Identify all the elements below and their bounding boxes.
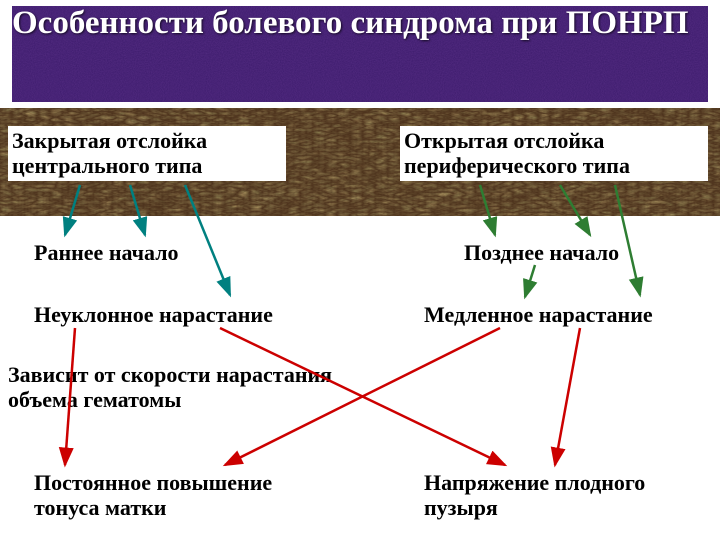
node-label: Позднее начало	[464, 240, 664, 265]
node-label: Открытая отслойка периферического типа	[404, 128, 704, 179]
node-label: Раннее начало	[34, 240, 234, 265]
title-bar: Особенности болевого синдрома при ПОНРП	[0, 0, 720, 108]
node-label: Зависит от скорости нарастания объема ге…	[8, 362, 368, 413]
node-label: Медленное нарастание	[424, 302, 704, 327]
node-depends-on-hematoma: Зависит от скорости нарастания объема ге…	[4, 360, 372, 415]
node-steady-increase: Неуклонное нарастание	[30, 300, 318, 329]
node-open-detachment: Открытая отслойка периферического типа	[400, 126, 708, 181]
slide: Особенности болевого синдрома при ПОНРП …	[0, 0, 720, 540]
node-label: Напряжение плодного пузыря	[424, 470, 684, 521]
node-late-onset: Позднее начало	[460, 238, 668, 267]
node-closed-detachment: Закрытая отслойка центрального типа	[8, 126, 286, 181]
node-label: Постоянное повышение тонуса матки	[34, 470, 324, 521]
node-slow-increase: Медленное нарастание	[420, 300, 708, 329]
arrow	[525, 265, 535, 297]
node-early-onset: Раннее начало	[30, 238, 238, 267]
node-label: Закрытая отслойка центрального типа	[12, 128, 282, 179]
node-label: Неуклонное нарастание	[34, 302, 314, 327]
node-fetal-bladder: Напряжение плодного пузыря	[420, 468, 688, 523]
node-uterine-tonus: Постоянное повышение тонуса матки	[30, 468, 328, 523]
arrow	[555, 328, 580, 465]
slide-title: Особенности болевого синдрома при ПОНРП	[12, 6, 708, 42]
